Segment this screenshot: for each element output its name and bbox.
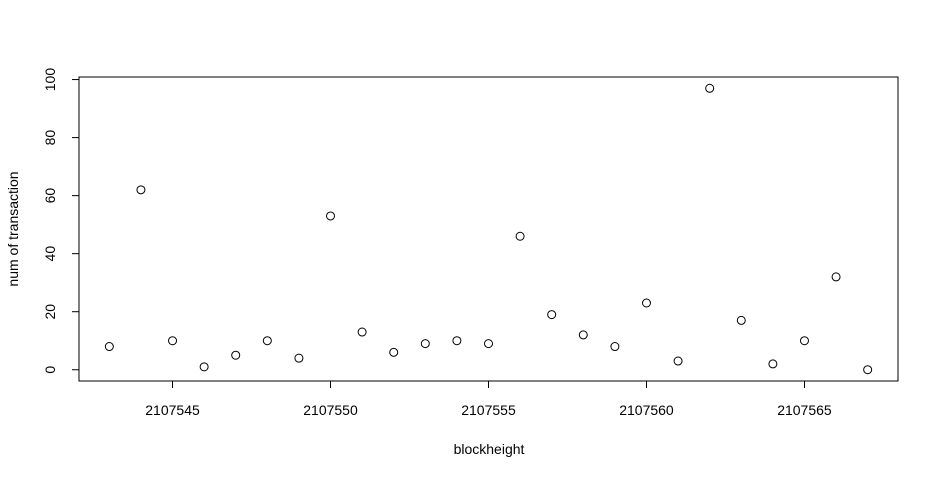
y-tick-label: 0 [42, 366, 58, 374]
y-tick-label: 80 [42, 130, 58, 146]
x-tick-label: 2107555 [461, 402, 516, 418]
x-tick-label: 2107565 [777, 402, 832, 418]
point [515, 231, 525, 241]
point [136, 185, 146, 195]
point [484, 339, 493, 349]
point [547, 310, 557, 320]
point [199, 362, 209, 372]
point [673, 356, 683, 366]
point [705, 83, 715, 93]
y-tick-label: 100 [42, 68, 58, 92]
x-axis-label: blockheight [454, 441, 525, 457]
point [736, 315, 746, 325]
point [294, 353, 304, 363]
plot-box [78, 76, 899, 382]
point [831, 272, 841, 282]
point [768, 359, 778, 369]
point [863, 365, 873, 375]
y-axis-label: num of transaction [5, 171, 21, 286]
point [799, 336, 809, 346]
point [641, 298, 651, 308]
point [357, 327, 367, 337]
point [452, 336, 462, 346]
y-tick-label: 60 [42, 188, 58, 204]
x-tick-label: 2107550 [303, 402, 358, 418]
point [389, 347, 399, 357]
point [262, 336, 272, 346]
y-tick-label: 40 [42, 246, 58, 262]
point [104, 342, 114, 352]
point [168, 336, 178, 346]
point [610, 342, 620, 352]
x-tick-label: 2107545 [145, 402, 200, 418]
y-tick-label: 20 [42, 304, 58, 320]
point [420, 339, 430, 349]
point [231, 350, 241, 360]
point [326, 211, 336, 221]
x-tick-label: 2107560 [619, 402, 674, 418]
point [578, 330, 588, 340]
